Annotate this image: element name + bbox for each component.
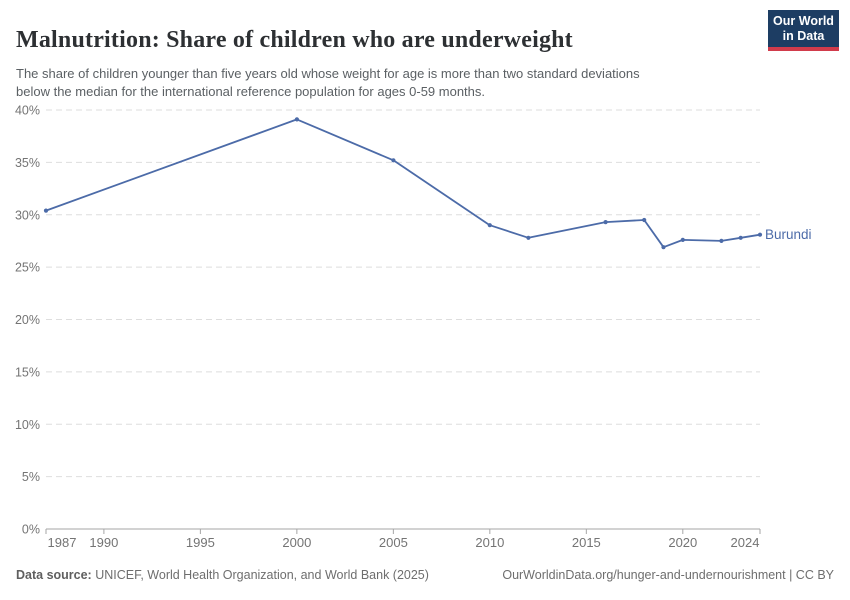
line-chart-svg: 0% 5% 10% 15% 20% 25% 30% 35% 40% 1987 1990 1995 200… [15, 104, 812, 551]
x-axis-tick-label: 1990 [89, 535, 118, 550]
x-axis-tick-label: 2000 [282, 535, 311, 550]
y-axis-tick-label: 15% [15, 365, 40, 379]
data-source-note: Data source: UNICEF, World Health Organi… [16, 568, 429, 582]
owid-logo[interactable]: Our World in Data [768, 10, 839, 51]
y-axis-tick-label: 25% [15, 261, 40, 275]
y-axis-tick-label: 20% [15, 313, 40, 327]
y-axis-tick-label: 40% [15, 104, 40, 118]
series-line-burundi[interactable] [45, 118, 761, 249]
y-axis-tick-label: 10% [15, 418, 40, 432]
x-axis-tick-label: 2010 [475, 535, 504, 550]
data-point-marker[interactable] [738, 235, 743, 240]
page-title: Malnutrition: Share of children who are … [16, 27, 573, 54]
chart-subtitle: The share of children younger than five … [16, 65, 761, 101]
data-point-marker[interactable] [642, 217, 647, 223]
data-point-marker[interactable] [680, 237, 685, 242]
subtitle-line-1: The share of children younger than five … [16, 66, 640, 81]
x-axis-tick-label: 1987 [48, 535, 77, 550]
x-axis-tick-label: 2005 [379, 535, 408, 550]
owid-logo-line-2: in Data [782, 28, 825, 43]
license-link[interactable]: OurWorldinData.org/hunger-and-undernouri… [502, 568, 834, 582]
y-axis-tick-label: 35% [15, 156, 40, 170]
y-axis-tick-label: 0% [22, 523, 40, 537]
data-source-label: Data source: [16, 568, 92, 582]
data-point-marker[interactable] [719, 238, 724, 243]
data-source-text: UNICEF, World Health Organization, and W… [91, 568, 429, 582]
chart-footer: Data source: UNICEF, World Health Organi… [16, 568, 834, 582]
data-point-marker[interactable] [487, 223, 492, 228]
data-point-marker[interactable] [603, 220, 608, 225]
data-point-marker[interactable] [294, 117, 299, 122]
y-axis-tick-label: 5% [22, 470, 40, 484]
data-point-marker[interactable] [661, 245, 666, 250]
data-point-marker[interactable] [757, 232, 763, 237]
owid-logo-line-1: Our World [773, 13, 834, 28]
data-point-marker[interactable] [391, 158, 396, 163]
series-entity-label: Burundi [765, 227, 812, 242]
data-point-marker[interactable] [526, 235, 531, 240]
x-axis-tick-label: 2024 [731, 535, 760, 550]
data-point-marker[interactable] [43, 208, 49, 213]
x-axis-tick-label: 1995 [186, 535, 215, 550]
chart-area: 0% 5% 10% 15% 20% 25% 30% 35% 40% 1987 1990 1995 200… [0, 95, 850, 565]
x-axis-tick-label: 2020 [668, 535, 697, 550]
x-axis-tick-label: 2015 [572, 535, 601, 550]
y-axis-tick-label: 30% [15, 208, 40, 222]
subtitle-line-2: below the median for the international r… [16, 84, 486, 99]
